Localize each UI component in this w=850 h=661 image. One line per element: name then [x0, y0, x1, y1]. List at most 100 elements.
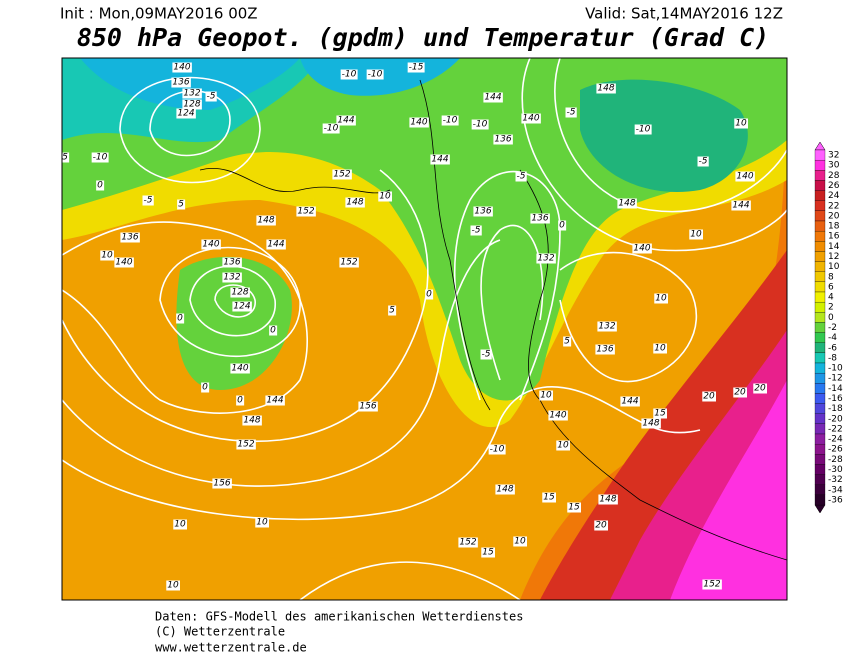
contour-label-box: [558, 220, 567, 231]
contour-label-box: [120, 232, 140, 243]
contour-label-box: [222, 257, 242, 268]
contour-label: 132: [537, 254, 554, 264]
contour-label-box: [91, 152, 109, 163]
contour-label-box: [96, 180, 105, 191]
contour-label-box: [567, 502, 581, 513]
contour-label-box: [340, 69, 358, 80]
contour-label-box: [255, 517, 269, 528]
contour-label: 0: [270, 326, 276, 336]
colorbar-label: 0: [828, 313, 834, 323]
colorbar-label: -30: [828, 465, 843, 475]
contour-label-box: [407, 62, 425, 73]
contour-label: 10: [174, 520, 186, 530]
contour-label: 152: [333, 170, 350, 180]
contour-label: 140: [633, 244, 650, 254]
contour-label: 152: [703, 580, 720, 590]
contour-label: 132: [183, 89, 200, 99]
colorbar-label: 28: [828, 171, 840, 181]
contour-label-box: [595, 344, 615, 355]
init-time: Init : Mon,09MAY2016 00Z: [60, 5, 258, 23]
hottest-zone: [670, 380, 787, 600]
contour-label: 156: [213, 479, 230, 489]
colorbar-swatch: [814, 474, 826, 485]
isohypse: [62, 169, 429, 442]
colorbar-swatch: [814, 443, 826, 455]
colorbar-label: -18: [828, 404, 843, 414]
contour-label-box: [653, 408, 667, 419]
contour-label-box: [62, 152, 70, 163]
colorbar-swatch: [814, 271, 826, 283]
contour-label-box: [596, 83, 616, 94]
cold-low: [176, 256, 292, 390]
colorbar-label: 20: [828, 211, 840, 221]
contour-label-box: [702, 391, 716, 402]
contour-label-box: [232, 301, 252, 312]
colorbar-swatch: [814, 312, 826, 323]
contour-label: 10: [256, 518, 268, 528]
colorbar-swatch: [814, 494, 826, 506]
contour-label: 128: [231, 288, 248, 298]
footer-source: Daten: GFS-Modell des amerikanischen Wet…: [155, 610, 523, 624]
contour-label: 156: [359, 402, 376, 412]
contour-label: -5: [472, 226, 481, 236]
contour-label-box: [734, 118, 748, 129]
contour-label-box: [753, 383, 767, 394]
contour-label-box: [322, 123, 340, 134]
contour-label-box: [166, 580, 180, 591]
contour-label: 144: [266, 396, 283, 406]
valid-time: Valid: Sat,14MAY2016 12Z: [585, 5, 783, 23]
contour-label-box: [366, 69, 384, 80]
map-title: 850 hPa Geopot. (gpdm) und Temperatur (G…: [77, 23, 769, 52]
contour-label: 148: [599, 495, 616, 505]
contour-label: 5: [178, 200, 184, 210]
colorbar-swatch: [814, 413, 826, 425]
contour-label-box: [733, 387, 747, 398]
contour-label: 136: [596, 345, 613, 355]
contour-label: 148: [618, 199, 635, 209]
colorbar-swatch: [814, 464, 826, 475]
contour-label: 10: [557, 441, 569, 451]
contour-label: 10: [514, 537, 526, 547]
colorbar-label: 12: [828, 252, 839, 262]
contour-label: 148: [346, 198, 363, 208]
contour-label: 148: [597, 84, 614, 94]
contour-label-box: [441, 115, 459, 126]
isohypse: [62, 239, 501, 487]
isohypse: [299, 561, 521, 600]
colorbar-swatch: [814, 190, 826, 201]
contour-label-box: [212, 478, 232, 489]
contour-label: 5: [62, 153, 68, 163]
contour-label: 140: [736, 172, 753, 182]
contour-label-box: [617, 198, 637, 209]
contour-label-box: [236, 439, 256, 450]
contour-label-box: [654, 293, 668, 304]
isohypse: [214, 284, 256, 318]
contour-label: 20: [754, 384, 766, 394]
contour-label-box: [256, 215, 276, 226]
contour-label-box: [430, 154, 450, 165]
colorbar-label: 2: [828, 303, 834, 313]
contour-label-box: [697, 156, 709, 167]
contour-label: -10: [636, 125, 651, 135]
footer-url: www.wetterzentrale.de: [155, 641, 307, 655]
contour-label: 152: [297, 207, 314, 217]
contour-label-box: [471, 119, 489, 130]
colorbar-label: -8: [828, 353, 837, 363]
colorbar-swatch: [814, 393, 826, 404]
contour-label: 10: [655, 294, 667, 304]
colorbar-swatch: [814, 281, 826, 293]
isohypse: [149, 90, 231, 157]
colorbar-swatch: [814, 403, 826, 414]
colorbar-label: -4: [828, 333, 837, 343]
contour-label: 10: [690, 230, 702, 240]
contour-label-box: [620, 396, 640, 407]
contour-label: 144: [621, 397, 638, 407]
contour-label: 0: [237, 396, 243, 406]
colorbar-label: 24: [828, 191, 840, 201]
contour-label-box: [222, 272, 242, 283]
contour-label-box: [548, 410, 568, 421]
contour-label: 0: [559, 221, 565, 231]
